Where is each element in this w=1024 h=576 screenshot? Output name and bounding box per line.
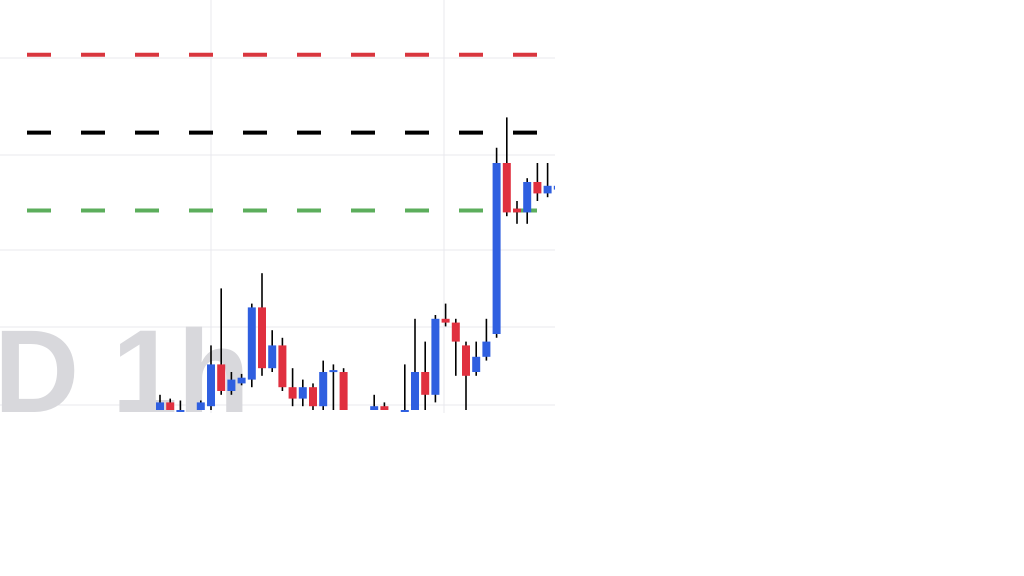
candle-body — [298, 387, 307, 399]
candle-body — [176, 410, 185, 412]
candle-body — [247, 307, 256, 380]
candle-body — [217, 364, 226, 391]
candle-body — [227, 379, 236, 391]
candle-down — [278, 337, 287, 391]
candle-body — [268, 345, 277, 369]
candle-body — [411, 372, 419, 410]
candle-up — [411, 318, 419, 410]
candle-up — [472, 341, 481, 376]
candle-body — [543, 185, 552, 194]
candle-down — [513, 201, 521, 224]
candle-up — [431, 315, 440, 403]
candle-body — [553, 185, 555, 190]
candle-down — [533, 163, 542, 201]
candle-body — [329, 370, 338, 373]
candle-body — [492, 163, 501, 334]
candle-body — [400, 410, 409, 412]
candle-up — [523, 178, 532, 224]
candle-up — [553, 185, 555, 190]
candle-body — [156, 402, 164, 410]
candles — [156, 117, 555, 412]
candle-down — [462, 341, 470, 410]
candle-up — [227, 372, 236, 395]
candle-body — [339, 372, 348, 410]
candle-up — [196, 400, 205, 410]
candle-body — [237, 377, 246, 384]
candle-down — [502, 117, 511, 217]
candle-body — [451, 322, 460, 342]
candle-body — [380, 406, 389, 410]
candle-down — [309, 383, 317, 410]
candle-body — [502, 163, 511, 213]
candle-up — [482, 318, 491, 361]
candle-body — [319, 372, 328, 407]
candle-down — [441, 303, 450, 327]
candle-down — [166, 398, 175, 410]
candle-up — [492, 147, 501, 338]
candle-body — [278, 345, 287, 388]
candle-down — [258, 273, 266, 376]
candle-up — [156, 394, 164, 410]
candle-down — [339, 368, 348, 410]
candle-up — [329, 364, 338, 410]
candle-body — [482, 341, 491, 357]
candle-down — [288, 368, 297, 407]
candle-body — [431, 318, 440, 395]
candle-up — [247, 303, 256, 388]
candle-body — [513, 208, 521, 213]
candle-body — [370, 406, 379, 410]
candle-up — [319, 360, 328, 410]
candle-body — [258, 307, 266, 369]
candle-up — [176, 400, 185, 412]
candle-down — [380, 402, 389, 410]
candle-body — [421, 372, 430, 395]
candle-up — [400, 364, 409, 412]
candle-down — [451, 318, 460, 376]
candle-up — [370, 394, 379, 410]
candle-body — [462, 345, 470, 376]
candle-up — [207, 345, 215, 410]
candle-body — [441, 318, 450, 323]
candle-body — [207, 364, 215, 407]
candle-body — [309, 387, 317, 407]
candle-down — [421, 341, 430, 410]
candle-up — [237, 373, 246, 386]
candle-body — [533, 182, 542, 194]
candle-up — [268, 330, 277, 372]
candle-body — [166, 402, 175, 410]
candle-body — [472, 356, 481, 372]
candle-down — [217, 288, 226, 395]
candle-body — [196, 402, 205, 410]
candle-up — [543, 163, 552, 198]
candle-up — [298, 379, 307, 407]
grid — [0, 0, 555, 413]
candle-body — [288, 387, 297, 399]
candle-body — [523, 182, 532, 213]
